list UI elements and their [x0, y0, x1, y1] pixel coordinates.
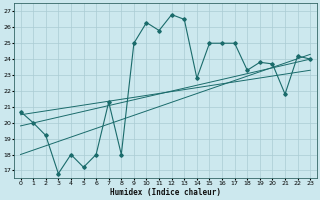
X-axis label: Humidex (Indice chaleur): Humidex (Indice chaleur) [110, 188, 221, 197]
